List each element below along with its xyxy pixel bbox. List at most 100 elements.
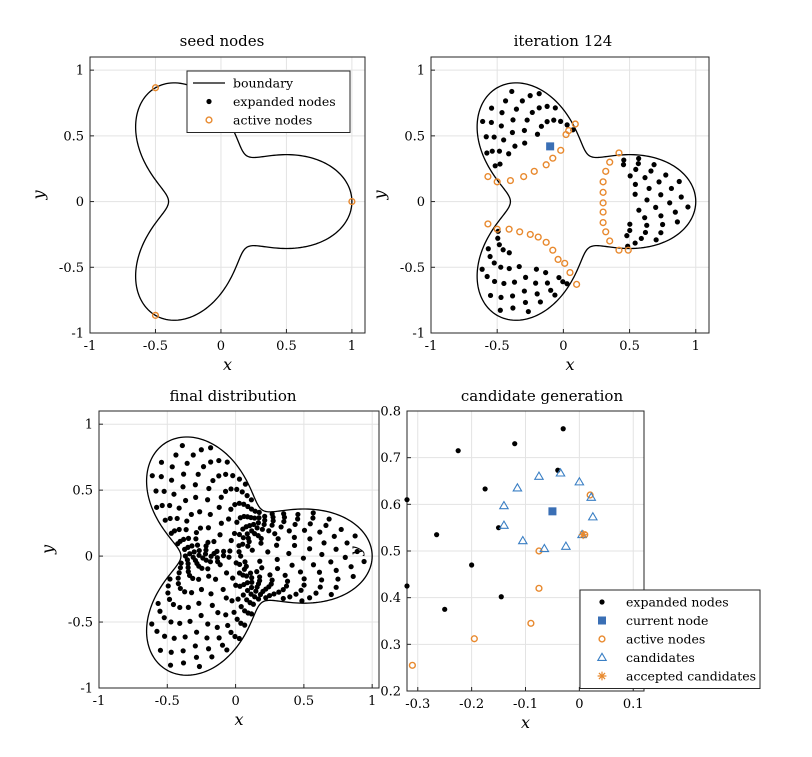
expanded-node bbox=[190, 452, 196, 458]
expanded-node bbox=[249, 528, 255, 534]
expanded-node bbox=[488, 119, 494, 126]
expanded-node bbox=[177, 620, 183, 626]
expanded-node bbox=[510, 117, 516, 123]
expanded-node bbox=[242, 481, 249, 487]
expanded-node bbox=[297, 569, 304, 575]
expanded-node bbox=[205, 646, 212, 652]
expanded-node bbox=[225, 622, 231, 629]
expanded-node bbox=[333, 584, 339, 590]
expanded-node bbox=[257, 558, 263, 564]
expanded-node bbox=[621, 157, 627, 163]
expanded-node bbox=[236, 500, 242, 506]
expanded-node bbox=[185, 564, 191, 571]
expanded-node bbox=[161, 615, 167, 621]
expanded-node bbox=[523, 274, 529, 280]
expanded-node bbox=[642, 215, 648, 221]
expanded-node bbox=[635, 160, 641, 167]
expanded-node bbox=[513, 106, 520, 112]
expanded-node bbox=[498, 594, 504, 600]
expanded-node bbox=[168, 530, 174, 536]
expanded-node bbox=[244, 587, 251, 594]
expanded-node bbox=[191, 549, 197, 555]
expanded-node bbox=[248, 497, 254, 503]
expanded-node bbox=[644, 222, 650, 228]
expanded-node bbox=[184, 460, 190, 466]
expanded-node bbox=[564, 122, 570, 128]
expanded-node bbox=[256, 515, 262, 521]
expanded-node bbox=[171, 491, 177, 497]
active-node bbox=[615, 149, 623, 157]
expanded-node bbox=[182, 553, 188, 559]
y-tick-label: 0.5 bbox=[380, 545, 401, 560]
legend-label: expanded nodes bbox=[626, 595, 729, 610]
expanded-node bbox=[198, 447, 204, 453]
expanded-node bbox=[244, 531, 250, 537]
active-node bbox=[526, 230, 534, 239]
expanded-node bbox=[498, 294, 504, 300]
x-axis-label: x bbox=[223, 355, 232, 374]
expanded-node bbox=[620, 162, 627, 168]
expanded-node bbox=[254, 525, 260, 531]
expanded-node bbox=[301, 576, 307, 582]
legend: expanded nodes current node active nodes ca… bbox=[579, 589, 761, 689]
y-tick-label: -0.5 bbox=[59, 261, 84, 276]
expanded-node bbox=[165, 590, 171, 596]
expanded-node bbox=[248, 591, 254, 597]
expanded-node bbox=[310, 562, 317, 568]
expanded-node bbox=[240, 541, 246, 547]
expanded-node bbox=[207, 511, 213, 518]
expanded-node bbox=[270, 518, 276, 524]
expanded-node bbox=[521, 127, 527, 134]
active-node bbox=[599, 188, 607, 196]
expanded-node bbox=[335, 576, 341, 582]
expanded-node bbox=[509, 88, 515, 95]
expanded-node bbox=[192, 643, 198, 649]
expanded-node bbox=[211, 538, 217, 545]
expanded-node bbox=[218, 520, 224, 526]
expanded-node bbox=[492, 163, 498, 169]
expanded-node bbox=[238, 553, 244, 559]
active-node bbox=[566, 268, 574, 277]
expanded-node bbox=[633, 166, 639, 173]
expanded-node bbox=[271, 591, 277, 597]
expanded-node bbox=[524, 117, 530, 123]
active-node bbox=[542, 161, 550, 169]
expanded-node bbox=[252, 508, 258, 514]
y-axis-label: y bbox=[370, 190, 389, 201]
expanded-node bbox=[240, 592, 246, 598]
expanded-node bbox=[469, 562, 475, 568]
candidate-node bbox=[517, 535, 528, 545]
x-tick-label: 1 bbox=[348, 339, 356, 354]
active-node bbox=[599, 208, 607, 216]
active-node bbox=[554, 255, 562, 264]
active-node bbox=[602, 228, 610, 236]
expanded-node bbox=[236, 476, 243, 482]
expanded-node bbox=[301, 527, 308, 533]
expanded-node bbox=[187, 551, 193, 557]
expanded-node bbox=[194, 629, 200, 635]
active-node bbox=[549, 246, 557, 254]
expanded-node bbox=[512, 441, 518, 447]
expanded-node bbox=[404, 497, 410, 503]
expanded-node bbox=[344, 540, 350, 546]
axes-box bbox=[89, 56, 366, 334]
x-tick-label: 0 bbox=[217, 339, 225, 354]
expanded-node bbox=[236, 531, 243, 538]
expanded-node bbox=[295, 516, 301, 522]
expanded-node bbox=[338, 526, 344, 533]
expanded-node bbox=[219, 642, 226, 648]
expanded-node bbox=[251, 515, 258, 521]
y-axis-label: y bbox=[29, 190, 48, 201]
x-tick-label: 0.1 bbox=[623, 697, 644, 712]
expanded-node bbox=[222, 488, 229, 494]
y-tick-label: -1 bbox=[71, 327, 84, 342]
expanded-node bbox=[536, 105, 542, 111]
expanded-node bbox=[210, 477, 216, 484]
legend-box bbox=[186, 70, 351, 133]
expanded-node bbox=[307, 521, 313, 527]
expanded-node bbox=[206, 573, 212, 579]
candidate-node bbox=[596, 652, 608, 661]
expanded-node bbox=[361, 558, 367, 565]
expanded-node bbox=[234, 519, 240, 525]
expanded-node bbox=[182, 634, 188, 640]
